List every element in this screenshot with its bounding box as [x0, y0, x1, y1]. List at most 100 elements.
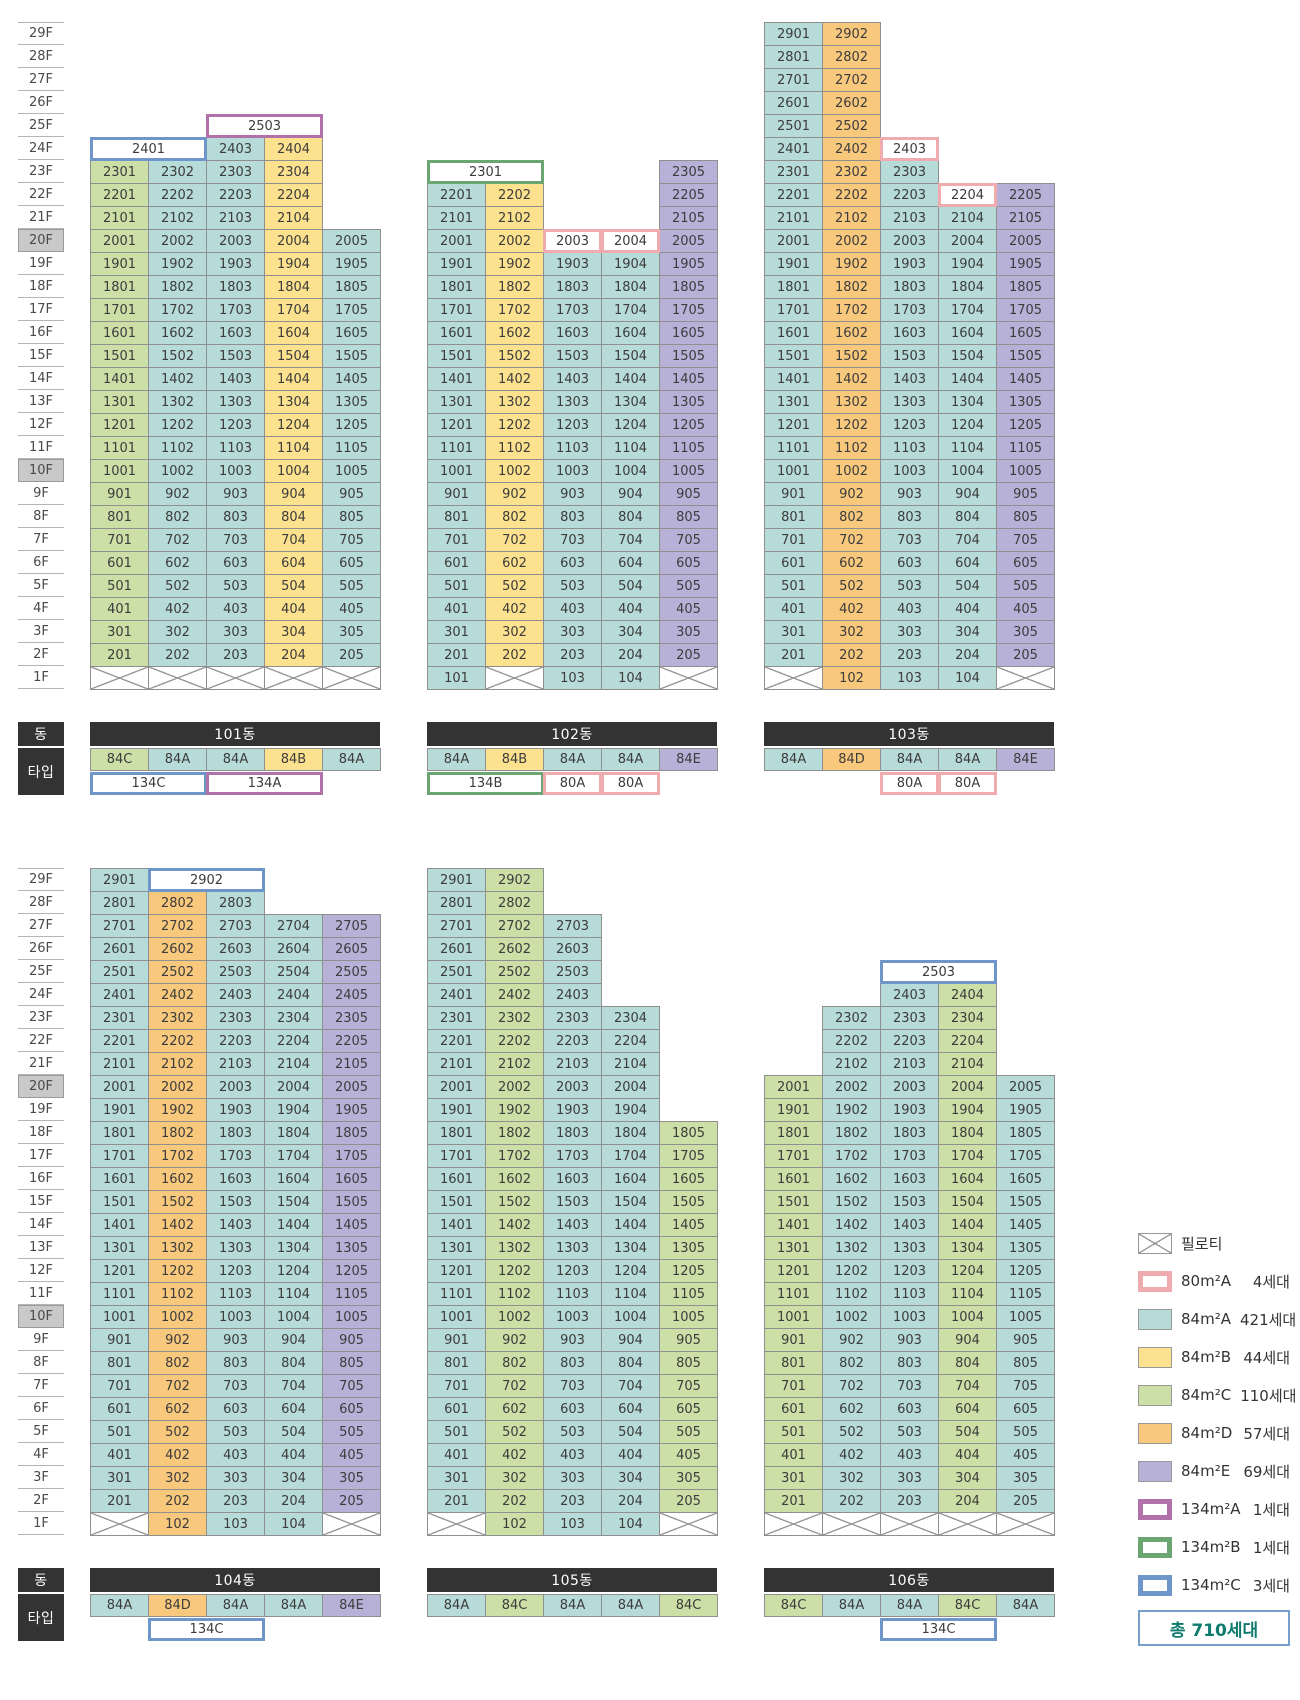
- unit-cell: 304: [938, 620, 997, 644]
- unit-cell: 505: [322, 574, 381, 598]
- unit-cell: 1104: [601, 1282, 660, 1306]
- unit-cell: 2202: [148, 1029, 207, 1053]
- unit-cell: 1801: [90, 275, 149, 299]
- unit-cell: 1602: [148, 321, 207, 345]
- unit-cell: 601: [764, 1397, 823, 1421]
- type-cell: 84A: [206, 748, 265, 771]
- unit-cell: 1504: [264, 1190, 323, 1214]
- unit-cell: 201: [764, 1489, 823, 1513]
- unit-cell: 1903: [880, 252, 939, 276]
- unit-cell: 704: [264, 528, 323, 552]
- floor-label: 3F: [18, 1466, 64, 1489]
- unit-cell: 401: [764, 597, 823, 621]
- unit-cell: 204: [601, 1489, 660, 1513]
- unit-cell: 1502: [822, 344, 881, 368]
- legend-item-134A: 134m²A 1세대: [1138, 1496, 1290, 1522]
- unit-cell: 1204: [938, 413, 997, 437]
- unit-cell: 2005: [322, 1075, 381, 1099]
- unit-cell: 203: [543, 643, 602, 667]
- unit-cell: 2601: [764, 91, 823, 115]
- unit-cell: 303: [543, 620, 602, 644]
- unit-cell: 1801: [90, 1121, 149, 1145]
- unit-cell: 1005: [322, 1305, 381, 1329]
- unit-cell: 905: [996, 482, 1055, 506]
- floor-label: 17F: [18, 298, 64, 321]
- unit-cell: 301: [427, 620, 486, 644]
- unit-cell: 404: [601, 597, 660, 621]
- unit-cell: 1301: [90, 1236, 149, 1260]
- unit-cell: 802: [485, 1351, 544, 1375]
- unit-cell: 1604: [601, 321, 660, 345]
- unit-cell: 1303: [880, 1236, 939, 1260]
- unit-cell: 2002: [485, 229, 544, 253]
- legend-label: 84m²A: [1181, 1310, 1231, 1328]
- unit-cell: 805: [322, 1351, 381, 1375]
- unit-cell: 404: [601, 1443, 660, 1467]
- floor-label: 13F: [18, 390, 64, 413]
- unit-cell: 2603: [543, 937, 602, 961]
- unit-cell: 1605: [322, 1167, 381, 1191]
- unit-cell: 2303: [880, 1006, 939, 1030]
- unit-cell: 1802: [822, 275, 881, 299]
- unit-cell: 2005: [996, 1075, 1055, 1099]
- unit-cell: 2101: [90, 206, 149, 230]
- unit-cell: 2301: [427, 1006, 486, 1030]
- unit-cell: 1804: [264, 1121, 323, 1145]
- unit-cell: 1004: [938, 1305, 997, 1329]
- unit-cell: 601: [427, 1397, 486, 1421]
- unit-cell: 2102: [485, 206, 544, 230]
- unit-cell: 1805: [659, 1121, 718, 1145]
- unit-cell: 1501: [90, 1190, 149, 1214]
- unit-cell: 1503: [206, 1190, 265, 1214]
- floor-label: 2F: [18, 1489, 64, 1512]
- unit-cell: 1201: [90, 413, 149, 437]
- unit-cell: 501: [764, 1420, 823, 1444]
- unit-cell: 104: [601, 1512, 660, 1536]
- unit-cell: 504: [601, 574, 660, 598]
- subtype-cell: 80A: [601, 772, 660, 795]
- unit-cell: 904: [264, 1328, 323, 1352]
- unit-cell: 1701: [764, 298, 823, 322]
- unit-cell: 503: [543, 1420, 602, 1444]
- unit-cell: 1302: [148, 390, 207, 414]
- type-cell: 84A: [996, 1594, 1055, 1617]
- unit-cell: 502: [148, 574, 207, 598]
- unit-cell: 901: [764, 482, 823, 506]
- floor-label: 8F: [18, 1351, 64, 1374]
- unit-cell: 1305: [659, 1236, 718, 1260]
- unit-cell: 2401: [427, 983, 486, 1007]
- unit-cell: 2001: [427, 229, 486, 253]
- unit-cell: 2303: [206, 1006, 265, 1030]
- unit-cell: 1304: [264, 1236, 323, 1260]
- unit-cell: 2001: [90, 1075, 149, 1099]
- subtype-cell: 80A: [938, 772, 997, 795]
- unit-cell: 2205: [659, 183, 718, 207]
- unit-cell: 804: [601, 1351, 660, 1375]
- unit-cell: 2802: [822, 45, 881, 69]
- unit-cell: 1702: [485, 298, 544, 322]
- unit-cell: 304: [264, 620, 323, 644]
- unit-cell: 2002: [822, 229, 881, 253]
- unit-cell: 2703: [206, 914, 265, 938]
- unit-cell-special: 2403: [880, 137, 939, 161]
- unit-cell: 1502: [822, 1190, 881, 1214]
- unit-cell: 1805: [996, 275, 1055, 299]
- unit-cell: 1101: [427, 436, 486, 460]
- floor-label: 25F: [18, 114, 64, 137]
- unit-cell: 1902: [485, 1098, 544, 1122]
- unit-cell: 1105: [322, 1282, 381, 1306]
- unit-cell: 1704: [601, 1144, 660, 1168]
- unit-cell: 1002: [148, 1305, 207, 1329]
- legend-item-84C: 84m²C 110세대: [1138, 1382, 1296, 1408]
- unit-cell: 1204: [601, 1259, 660, 1283]
- unit-cell: 604: [938, 551, 997, 575]
- type-swatch-84B: [1138, 1346, 1172, 1368]
- unit-cell: 1702: [148, 298, 207, 322]
- unit-cell: 1905: [996, 1098, 1055, 1122]
- unit-cell: 2402: [822, 137, 881, 161]
- unit-cell: 903: [543, 1328, 602, 1352]
- unit-cell: 304: [264, 1466, 323, 1490]
- floor-label: 4F: [18, 597, 64, 620]
- unit-cell: 2504: [264, 960, 323, 984]
- unit-cell: 305: [659, 620, 718, 644]
